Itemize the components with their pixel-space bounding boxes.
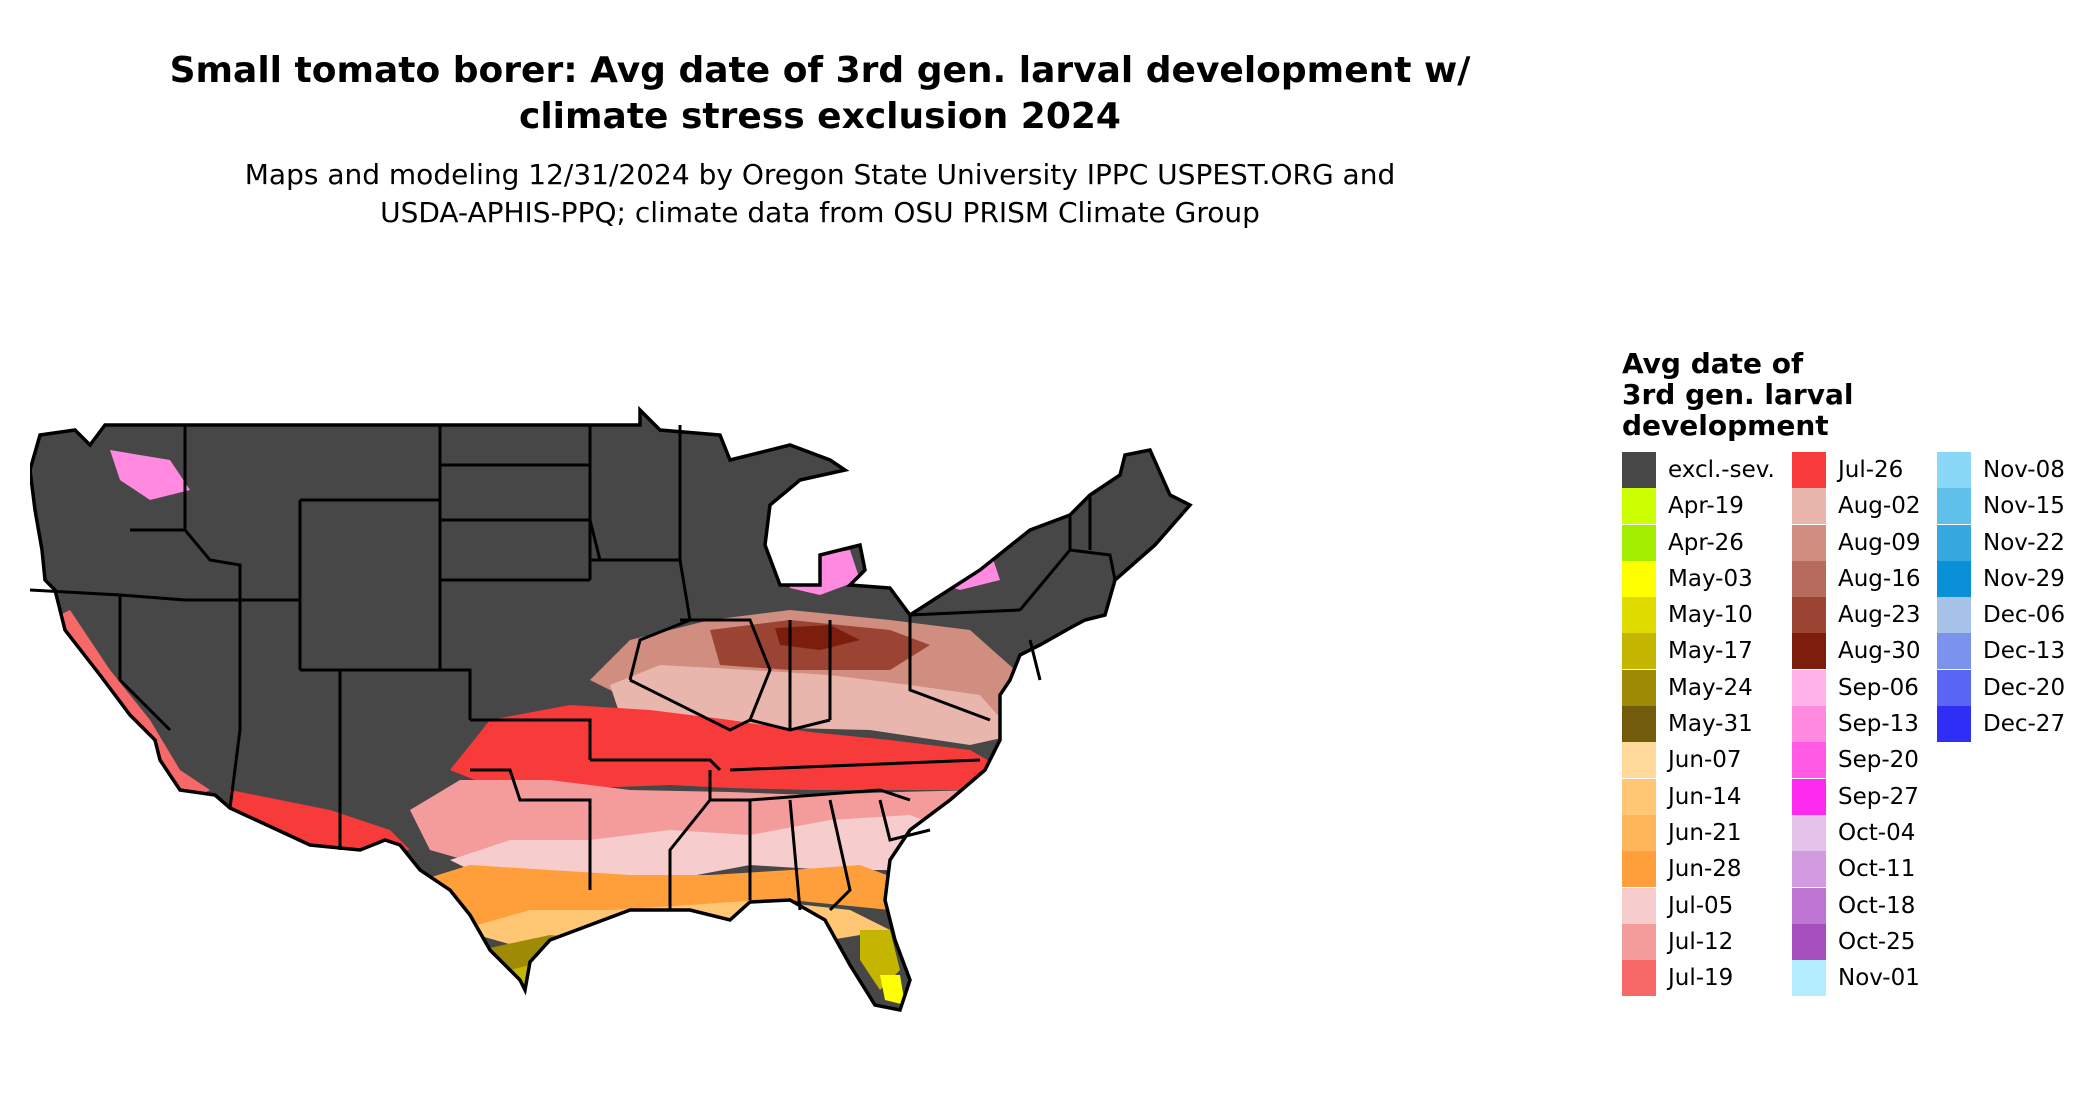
map-subtitle-line-1: Maps and modeling 12/31/2024 by Oregon S… (244, 158, 1396, 191)
zone-sep-13-northwest (110, 450, 190, 500)
legend-swatch (1937, 560, 1971, 597)
legend-swatch (1622, 923, 1656, 960)
legend-label: Oct-18 (1838, 892, 1916, 919)
legend-label: Jun-28 (1668, 856, 1742, 883)
legend-label: Jun-21 (1668, 819, 1742, 846)
legend-label: Nov-01 (1838, 965, 1920, 992)
legend-swatch (1937, 633, 1971, 670)
legend-swatch (1622, 633, 1656, 670)
legend-label: Nov-29 (1983, 565, 2065, 592)
legend-label: Jun-07 (1668, 747, 1742, 774)
legend-swatch (1937, 488, 1971, 525)
legend-label: Aug-02 (1838, 493, 1921, 520)
legend-swatch (1622, 488, 1656, 525)
development-date-zones (30, 410, 1190, 1010)
legend-swatch (1792, 923, 1826, 960)
legend-swatch (1622, 597, 1656, 634)
map-subtitle: Maps and modeling 12/31/2024 by Oregon S… (80, 156, 1560, 232)
legend-swatch (1622, 452, 1656, 488)
legend-swatch (1622, 669, 1656, 706)
legend-swatch (1792, 452, 1826, 488)
legend-label: May-10 (1668, 602, 1753, 629)
legend-swatch (1792, 669, 1826, 706)
legend-swatch (1622, 778, 1656, 815)
zone-jun-28 (390, 865, 900, 940)
legend-label: Aug-30 (1838, 638, 1921, 665)
map-subtitle-line-2: USDA-APHIS-PPQ; climate data from OSU PR… (380, 196, 1260, 229)
legend-swatch (1792, 778, 1826, 815)
legend-swatch (1622, 851, 1656, 888)
legend-swatch (1792, 960, 1826, 997)
legend-label: Nov-08 (1983, 457, 2065, 483)
legend-label: Aug-23 (1838, 602, 1921, 629)
legend-label: May-31 (1668, 711, 1753, 738)
zone-may-03 (880, 975, 905, 1005)
legend-swatch (1622, 524, 1656, 561)
legend-swatch (1792, 524, 1826, 561)
legend-swatch (1622, 887, 1656, 924)
legend-swatch (1792, 633, 1826, 670)
legend-swatch (1622, 742, 1656, 779)
legend-label: Dec-06 (1983, 602, 2066, 629)
map-title-line-2: climate stress exclusion 2024 (519, 96, 1121, 137)
legend-title-line-2: 3rd gen. larval (1622, 378, 1854, 411)
map-title: Small tomato borer: Avg date of 3rd gen.… (80, 48, 1560, 140)
legend-label: Oct-04 (1838, 819, 1916, 846)
legend-label: Dec-27 (1983, 711, 2066, 738)
legend-label: Jul-19 (1668, 965, 1734, 992)
legend-swatch (1792, 887, 1826, 924)
legend-label: Jul-05 (1668, 892, 1734, 919)
zone-jul-26-southwest (230, 790, 410, 850)
legend-label: May-03 (1668, 565, 1753, 592)
legend-label: Apr-26 (1668, 529, 1744, 556)
legend-swatch (1792, 742, 1826, 779)
legend-label: Apr-19 (1668, 493, 1744, 520)
legend-label: excl.-sev. (1668, 457, 1775, 483)
legend-swatch (1622, 706, 1656, 743)
legend-label: Jul-12 (1668, 928, 1734, 955)
zone-jul-05 (450, 815, 950, 890)
legend-label: Oct-11 (1838, 856, 1916, 883)
legend-swatch (1622, 560, 1656, 597)
legend-swatch (1937, 669, 1971, 706)
legend-swatch (1622, 814, 1656, 851)
map-title-line-1: Small tomato borer: Avg date of 3rd gen.… (169, 50, 1471, 91)
zone-aug-30 (775, 625, 860, 650)
legend-label: Aug-09 (1838, 529, 1921, 556)
legend-label: May-17 (1668, 638, 1753, 665)
legend-label: Aug-16 (1838, 565, 1921, 592)
legend-label: Dec-13 (1983, 638, 2066, 665)
legend-label: Jul-26 (1838, 457, 1904, 483)
legend-label: Dec-20 (1983, 674, 2066, 701)
legend-title-line-1: Avg date of (1622, 347, 1804, 380)
legend-swatch (1792, 814, 1826, 851)
legend-label: Sep-20 (1838, 747, 1919, 774)
legend-label: Sep-06 (1838, 674, 1919, 701)
legend-label: Jun-14 (1668, 783, 1742, 810)
legend-swatch (1622, 960, 1656, 997)
legend-label: Sep-13 (1838, 711, 1919, 738)
legend-swatch (1792, 851, 1826, 888)
legend-label: Nov-15 (1983, 493, 2065, 520)
zone-aug-02 (610, 665, 1015, 745)
zone-jul-19-west (50, 610, 210, 800)
legend-swatch (1792, 706, 1826, 743)
legend-swatch (1937, 524, 1971, 561)
legend-swatch (1792, 597, 1826, 634)
us-map (30, 408, 1192, 1012)
legend-swatch (1792, 560, 1826, 597)
legend-swatch (1937, 597, 1971, 634)
state-boundaries (30, 408, 1192, 1012)
legend-swatch (1792, 488, 1826, 525)
legend-swatch (1937, 452, 1971, 488)
legend-label: Oct-25 (1838, 928, 1916, 955)
legend-swatch (1937, 706, 1971, 743)
legend-label: May-24 (1668, 674, 1753, 701)
legend-label: Sep-27 (1838, 783, 1919, 810)
legend-label: Nov-22 (1983, 529, 2065, 556)
legend-title-line-3: development (1622, 409, 1829, 442)
legend-title: Avg date of 3rd gen. larval development (1622, 348, 1853, 441)
